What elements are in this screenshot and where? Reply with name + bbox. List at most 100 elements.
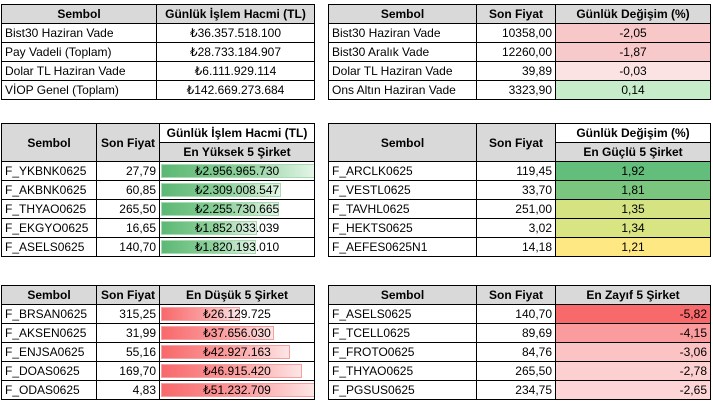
price-cell: 10358,00	[476, 23, 556, 43]
table-row: Dolar TL Haziran Vade 39,89 -0,03	[328, 61, 711, 81]
change-cell: -2,05	[555, 23, 711, 43]
price-cell: 39,89	[476, 61, 556, 81]
volume-bar-cell: ₺2.309.008.547	[159, 180, 315, 200]
volume-bar	[161, 221, 258, 235]
col-header-symbol: Sembol	[1, 123, 97, 162]
table-row: F_AKBNK0625 60,85 ₺2.309.008.547	[1, 180, 315, 200]
volume-bar	[161, 202, 279, 216]
volume-bar-cell: ₺2.255.730.665	[159, 199, 315, 219]
subheader-top-5: En Yüksek 5 Şirket	[159, 142, 315, 162]
change-cell: 1,34	[555, 218, 711, 238]
symbol-cell: F_ODAS0625	[1, 380, 97, 400]
col-header-symbol: Sembol	[328, 4, 477, 24]
price-cell: 55,16	[96, 342, 160, 362]
change-cell: -3,06	[555, 342, 711, 362]
change-cell: 1,92	[555, 161, 711, 181]
price-cell: 89,69	[476, 323, 556, 343]
volume-value: ₺37.656.030	[203, 326, 271, 340]
volume-bar-cell: ₺1.852.033.039	[159, 218, 315, 238]
table-row: Bist30 Haziran Vade ₺36.357.518.100	[1, 23, 315, 43]
price-cell: 234,75	[476, 380, 556, 400]
col-header-last-price: Son Fiyat	[476, 285, 556, 305]
volume-bar-cell: ₺2.956.965.730	[159, 161, 315, 181]
top-volume-table: Sembol Son Fiyat Günlük İşlem Hacmi (TL)…	[1, 123, 315, 257]
table-row: F_ODAS0625 4,83 ₺51.232.709	[1, 380, 315, 400]
price-cell: 119,45	[476, 161, 556, 181]
table-row: F_ARCLK0625 119,45 1,92	[328, 161, 711, 181]
change-cell: -4,15	[555, 323, 711, 343]
subheader-strongest-5: En Güçlü 5 Şirket	[555, 142, 711, 162]
header-row: Sembol Son Fiyat Günlük Değişim (%)	[328, 123, 711, 162]
volume-bar	[161, 183, 282, 197]
symbol-cell: Bist30 Haziran Vade	[328, 23, 477, 43]
lowest-volume-table: Sembol Son Fiyat En Düşük 5 Şirket F_BRS…	[1, 285, 315, 400]
col-header-last-price: Son Fiyat	[476, 123, 556, 162]
symbol-cell: F_ASELS0625	[1, 237, 97, 257]
change-cell: -0,03	[555, 61, 711, 81]
volume-value: ₺1.820.193.010	[194, 240, 280, 254]
header-row: Sembol Son Fiyat Günlük İşlem Hacmi (TL)	[1, 123, 315, 162]
volume-bar	[161, 326, 275, 340]
symbol-cell: F_EKGYO0625	[1, 218, 97, 238]
col-header-symbol: Sembol	[328, 285, 477, 305]
symbol-cell: Pay Vadeli (Toplam)	[1, 42, 157, 62]
table-row: VİOP Genel (Toplam) ₺142.669.273.684	[1, 80, 315, 100]
volume-bar	[161, 240, 256, 254]
col-header-last-price: Son Fiyat	[96, 123, 160, 162]
price-cell: 12260,00	[476, 42, 556, 62]
volume-bar-cell: ₺46.915.420	[159, 361, 315, 381]
volume-bar-cell: ₺37.656.030	[159, 323, 315, 343]
volume-bar-cell: ₺26.129.725	[159, 304, 315, 324]
symbol-cell: F_ASELS0625	[328, 304, 477, 324]
price-cell: 4,83	[96, 380, 160, 400]
volume-value: ₺46.915.420	[203, 364, 271, 378]
volume-cell: ₺36.357.518.100	[156, 23, 315, 43]
symbol-cell: F_YKBNK0625	[1, 161, 97, 181]
symbol-cell: Bist30 Aralık Vade	[328, 42, 477, 62]
col-header-weakest-5: En Zayıf 5 Şirket	[555, 285, 711, 305]
change-cell: 0,14	[555, 80, 711, 100]
col-header-daily-change: Günlük Değişim (%)	[555, 123, 711, 143]
volume-value: ₺2.255.730.665	[194, 202, 280, 216]
table-row: Dolar TL Haziran Vade ₺6.111.929.114	[1, 61, 315, 81]
volume-bar-cell: ₺1.820.193.010	[159, 237, 315, 257]
table-row: F_TCELL0625 89,69 -4,15	[328, 323, 711, 343]
price-cell: 169,70	[96, 361, 160, 381]
volume-bar	[161, 307, 240, 321]
table-row: F_EKGYO0625 16,65 ₺1.852.033.039	[1, 218, 315, 238]
table-row: F_PGSUS0625 234,75 -2,65	[328, 380, 711, 400]
symbol-cell: Dolar TL Haziran Vade	[328, 61, 477, 81]
symbol-cell: F_DOAS0625	[1, 361, 97, 381]
header-row: Sembol Son Fiyat En Düşük 5 Şirket	[1, 285, 315, 305]
volume-cell: ₺142.669.273.684	[156, 80, 315, 100]
table-row: F_VESTL0625 33,70 1,81	[328, 180, 711, 200]
symbol-cell: F_PGSUS0625	[328, 380, 477, 400]
header-row: Sembol Son Fiyat En Zayıf 5 Şirket	[328, 285, 711, 305]
price-cell: 265,50	[476, 361, 556, 381]
symbol-cell: F_VESTL0625	[328, 180, 477, 200]
symbol-cell: VİOP Genel (Toplam)	[1, 80, 157, 100]
table-row: F_DOAS0625 169,70 ₺46.915.420	[1, 361, 315, 381]
price-change-summary-table: Sembol Son Fiyat Günlük Değişim (%) Bist…	[328, 4, 711, 100]
col-header-symbol: Sembol	[1, 4, 157, 24]
volume-value: ₺51.232.709	[203, 383, 271, 397]
price-cell: 140,70	[476, 304, 556, 324]
price-cell: 16,65	[96, 218, 160, 238]
volume-summary-table: Sembol Günlük İşlem Hacmi (TL) Bist30 Ha…	[1, 4, 315, 100]
volume-bar-cell: ₺42.927.163	[159, 342, 315, 362]
symbol-cell: F_FROTO0625	[328, 342, 477, 362]
subheader-row: En Yüksek 5 Şirket	[2, 142, 315, 162]
change-cell: -2,65	[555, 380, 711, 400]
price-cell: 140,70	[96, 237, 160, 257]
volume-value: ₺26.129.725	[203, 307, 271, 321]
price-cell: 84,76	[476, 342, 556, 362]
price-cell: 31,99	[96, 323, 160, 343]
symbol-cell: Bist30 Haziran Vade	[1, 23, 157, 43]
table-row: F_THYAO0625 265,50 -2,78	[328, 361, 711, 381]
symbol-cell: F_HEKTS0625	[328, 218, 477, 238]
table-row: F_YKBNK0625 27,79 ₺2.956.965.730	[1, 161, 315, 181]
volume-bar	[161, 383, 314, 397]
price-cell: 315,25	[96, 304, 160, 324]
change-cell: 1,81	[555, 180, 711, 200]
table-row: F_HEKTS0625 3,02 1,34	[328, 218, 711, 238]
